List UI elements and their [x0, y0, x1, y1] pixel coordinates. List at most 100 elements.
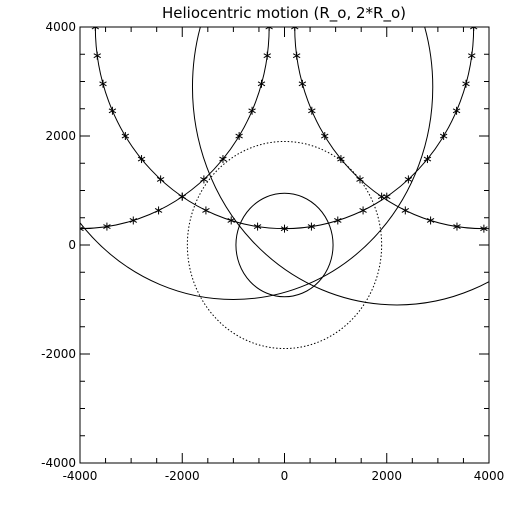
asterisk-marker	[248, 106, 256, 115]
y-tick-label: 0	[68, 238, 76, 252]
asterisk-marker	[99, 79, 107, 88]
asterisk-stroke	[308, 108, 316, 114]
asterisk-marker	[80, 224, 84, 233]
asterisk-marker	[91, 27, 100, 31]
asterisk-stroke	[219, 156, 227, 162]
asterisk-stroke	[154, 207, 163, 213]
asterisk-stroke	[426, 218, 435, 223]
asterisk-marker	[280, 224, 289, 233]
asterisk-stroke	[156, 176, 165, 182]
axis-ticks	[79, 26, 490, 464]
asterisk-marker	[453, 222, 461, 231]
asterisk-stroke	[108, 108, 117, 114]
asterisk-marker	[452, 106, 461, 115]
asterisk-marker	[337, 155, 345, 164]
asterisk-stroke	[462, 81, 470, 87]
asterisk-stroke	[291, 27, 296, 30]
asterisk-stroke	[227, 218, 235, 223]
asterisk-marker	[253, 222, 262, 231]
asterisk-stroke	[292, 53, 301, 59]
asterisk-marker	[426, 216, 435, 225]
plot-curves	[80, 27, 489, 350]
asterisk-stroke	[178, 194, 186, 200]
asterisk-stroke	[257, 81, 266, 87]
asterisk-marker	[291, 27, 299, 31]
asterisk-marker	[154, 206, 163, 215]
asterisk-stroke	[359, 207, 367, 213]
asterisk-marker	[404, 175, 413, 184]
asterisk-stroke	[280, 226, 289, 232]
asterisk-stroke	[121, 133, 130, 139]
asterisk-marker	[227, 216, 235, 225]
asterisk-stroke	[103, 224, 111, 230]
asterisk-marker	[480, 224, 488, 233]
arc-curve-1	[80, 27, 434, 300]
asterisk-stroke	[468, 53, 476, 59]
asterisk-marker	[359, 206, 367, 215]
asterisk-stroke	[129, 218, 138, 223]
asterisk-marker	[321, 132, 329, 141]
asterisk-marker	[235, 132, 243, 141]
asterisk-stroke	[452, 108, 461, 114]
asterisk-stroke	[401, 207, 410, 213]
loop-series-1-line	[80, 27, 270, 230]
asterisk-marker	[383, 192, 391, 201]
x-tick-label: 4000	[474, 469, 505, 483]
asterisk-stroke	[265, 27, 271, 30]
asterisk-marker	[93, 51, 101, 60]
asterisk-marker	[377, 192, 386, 201]
asterisk-marker	[439, 132, 448, 141]
asterisk-stroke	[80, 228, 84, 232]
asterisk-marker	[292, 51, 301, 60]
asterisk-marker	[137, 155, 146, 164]
x-tick-label: 2000	[371, 469, 402, 483]
asterisk-stroke	[200, 176, 208, 182]
asterisk-marker	[200, 175, 208, 184]
asterisk-stroke	[137, 156, 146, 162]
y-tick-label: 4000	[45, 20, 76, 34]
asterisk-stroke	[263, 53, 271, 59]
asterisk-stroke	[248, 108, 256, 114]
chart-title: Heliocentric motion (R_o, 2*R_o)	[162, 4, 406, 23]
asterisk-stroke	[321, 133, 329, 139]
x-tick-label: -4000	[63, 469, 98, 483]
asterisk-marker	[307, 222, 316, 231]
asterisk-marker	[356, 175, 364, 184]
asterisk-marker	[129, 216, 138, 225]
asterisk-stroke	[202, 207, 210, 213]
asterisk-marker	[156, 175, 165, 184]
asterisk-stroke	[94, 27, 100, 30]
asterisk-stroke	[93, 53, 101, 59]
asterisk-marker	[202, 206, 210, 215]
asterisk-marker	[334, 216, 342, 225]
asterisk-stroke	[469, 27, 475, 30]
orbit-circle-solid	[235, 192, 334, 298]
y-axis-tick-labels: -4000 -2000 0 2000 4000	[41, 20, 76, 470]
asterisk-marker	[108, 106, 117, 115]
asterisk-stroke	[253, 224, 262, 230]
asterisk-marker	[103, 222, 111, 231]
asterisk-marker	[469, 27, 478, 31]
asterisk-stroke	[298, 81, 307, 87]
y-tick-label: -2000	[41, 347, 76, 361]
asterisk-stroke	[356, 176, 364, 182]
asterisk-marker	[468, 51, 476, 60]
orbit-circle-dotted	[186, 140, 383, 350]
asterisk-marker	[121, 132, 130, 141]
asterisk-marker	[178, 192, 186, 201]
asterisk-marker	[298, 79, 307, 88]
asterisk-stroke	[377, 194, 386, 200]
asterisk-stroke	[480, 226, 488, 232]
y-tick-label: -4000	[41, 456, 76, 470]
asterisk-stroke	[268, 27, 273, 30]
x-tick-label: 0	[281, 469, 289, 483]
x-tick-label: -2000	[165, 469, 200, 483]
asterisk-stroke	[99, 81, 107, 87]
asterisk-stroke	[235, 133, 243, 139]
asterisk-stroke	[404, 176, 413, 182]
loop-series-3-line	[294, 27, 489, 230]
asterisk-marker	[401, 206, 410, 215]
asterisk-marker	[462, 79, 470, 88]
asterisk-stroke	[91, 27, 97, 30]
